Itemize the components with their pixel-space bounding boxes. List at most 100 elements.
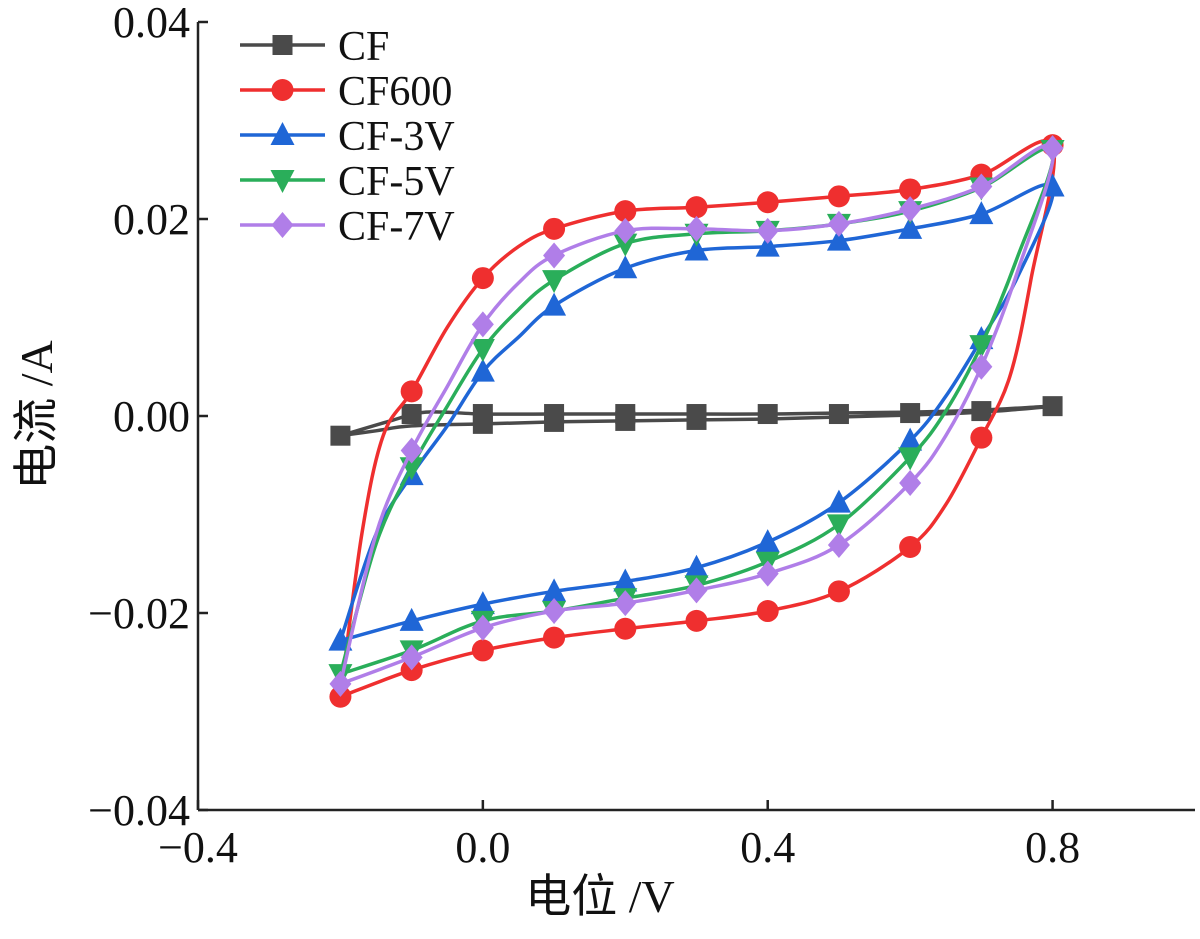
data-point-cf <box>544 411 565 432</box>
data-point-cf-7v <box>827 210 850 237</box>
y-tick-label: 0.04 <box>113 0 190 47</box>
data-point-cf-7v <box>827 532 850 559</box>
data-point-cf-3v <box>613 568 638 592</box>
data-point-cf-7v <box>614 217 637 244</box>
legend-marker-cf-3v <box>270 122 295 145</box>
data-point-cf-3v <box>898 427 923 451</box>
data-point-cf600 <box>899 536 922 559</box>
data-point-cf600 <box>471 639 494 662</box>
data-point-cf-7v <box>685 215 708 242</box>
data-point-cf <box>1042 396 1063 417</box>
data-point-cf600 <box>970 426 993 449</box>
data-point-cf <box>615 410 636 431</box>
data-point-cf600 <box>685 196 708 219</box>
data-point-cf <box>900 403 921 424</box>
data-point-cf-3v <box>826 489 851 513</box>
data-point-cf600 <box>899 178 922 201</box>
data-point-cf-5v <box>898 447 923 471</box>
data-point-cf600 <box>685 609 708 632</box>
data-point-cf-5v <box>969 335 994 359</box>
data-point-cf-7v <box>970 173 993 200</box>
data-point-cf-5v <box>613 233 638 257</box>
legend-marker-cf-7v <box>271 212 294 238</box>
data-point-cf-5v <box>542 270 567 294</box>
data-point-cf-7v <box>471 311 494 338</box>
data-point-cf <box>401 404 422 425</box>
data-point-cf-3v <box>755 529 780 553</box>
data-point-cf-7v <box>543 242 566 269</box>
legend-item-cf: CF <box>240 24 389 70</box>
data-point-cf600 <box>471 267 494 290</box>
data-point-cf-7v <box>899 196 922 223</box>
data-point-cf-3v <box>542 292 567 316</box>
data-point-cf-7v <box>756 560 779 587</box>
x-tick-label: −0.4 <box>158 823 238 872</box>
data-point-cf600 <box>614 200 637 223</box>
series-layer <box>328 134 1065 708</box>
legend-item-cf-7v: CF-7V <box>240 204 455 250</box>
data-point-cf-3v <box>755 233 780 257</box>
y-tick-label: 0.00 <box>113 392 190 441</box>
series-line-cf600 <box>338 139 1057 699</box>
y-tick-label: −0.04 <box>88 786 190 835</box>
data-point-cf-5v <box>470 339 495 363</box>
x-axis-title: 电位 /V <box>525 871 675 922</box>
data-point-cf-3v <box>470 358 495 382</box>
series-cf-7v <box>329 135 1064 697</box>
legend-label: CF600 <box>338 69 452 115</box>
series-cf <box>330 396 1063 446</box>
data-point-cf <box>686 409 707 430</box>
x-ticks: −0.4 0.0 0.4 0.8 <box>158 800 1080 872</box>
data-point-cf-7v <box>400 437 423 464</box>
data-point-cf-3v <box>542 578 567 602</box>
data-point-cf-7v <box>1041 135 1064 162</box>
data-point-cf600 <box>756 191 779 214</box>
data-point-cf-7v <box>685 577 708 604</box>
legend-marker-cf <box>272 35 293 55</box>
data-point-cf-7v <box>756 217 779 244</box>
data-point-cf-3v <box>969 201 994 225</box>
series-cf600 <box>329 134 1064 708</box>
legend-marker-cf600 <box>271 79 294 101</box>
legend-item-cf600: CF600 <box>240 69 452 115</box>
x-tick-label: 0.8 <box>1025 823 1080 872</box>
data-point-cf-7v <box>543 598 566 625</box>
data-point-cf-7v <box>329 670 352 697</box>
data-point-cf-3v <box>684 237 709 261</box>
data-point-cf-7v <box>400 644 423 671</box>
legend-label: CF <box>338 24 389 70</box>
data-point-cf600 <box>827 185 850 208</box>
data-point-cf-7v <box>970 353 993 380</box>
data-point-cf <box>828 404 849 425</box>
data-point-cf600 <box>543 217 566 240</box>
data-point-cf-3v <box>399 607 424 631</box>
legend-label: CF-5V <box>338 159 455 205</box>
x-tick-label: 0.0 <box>455 823 510 872</box>
y-tick-label: −0.02 <box>88 589 190 638</box>
y-ticks: −0.04 −0.02 0.00 0.02 0.04 <box>88 0 208 835</box>
legend-marker-cf-5v <box>270 170 295 193</box>
data-point-cf <box>971 401 992 422</box>
data-point-cf-3v <box>613 255 638 279</box>
legend-label: CF-7V <box>338 204 455 250</box>
data-point-cf600 <box>756 600 779 623</box>
data-point-cf-7v <box>899 469 922 496</box>
data-point-cf600 <box>827 580 850 603</box>
data-point-cf <box>330 425 351 446</box>
data-point-cf-3v <box>826 227 851 251</box>
data-point-cf-3v <box>684 554 709 578</box>
data-point-cf-7v <box>471 614 494 641</box>
data-point-cf <box>472 413 493 434</box>
data-point-cf-3v <box>470 591 495 615</box>
y-axis-title: 电流 /A <box>11 340 62 490</box>
legend-item-cf-3v: CF-3V <box>240 114 455 160</box>
data-point-cf-7v <box>614 590 637 617</box>
data-point-cf600 <box>400 380 423 403</box>
legend-item-cf-5v: CF-5V <box>240 159 455 205</box>
data-point-cf600 <box>543 626 566 649</box>
legend-label: CF-3V <box>338 114 455 160</box>
x-tick-label: 0.4 <box>740 823 795 872</box>
data-point-cf <box>757 404 778 425</box>
